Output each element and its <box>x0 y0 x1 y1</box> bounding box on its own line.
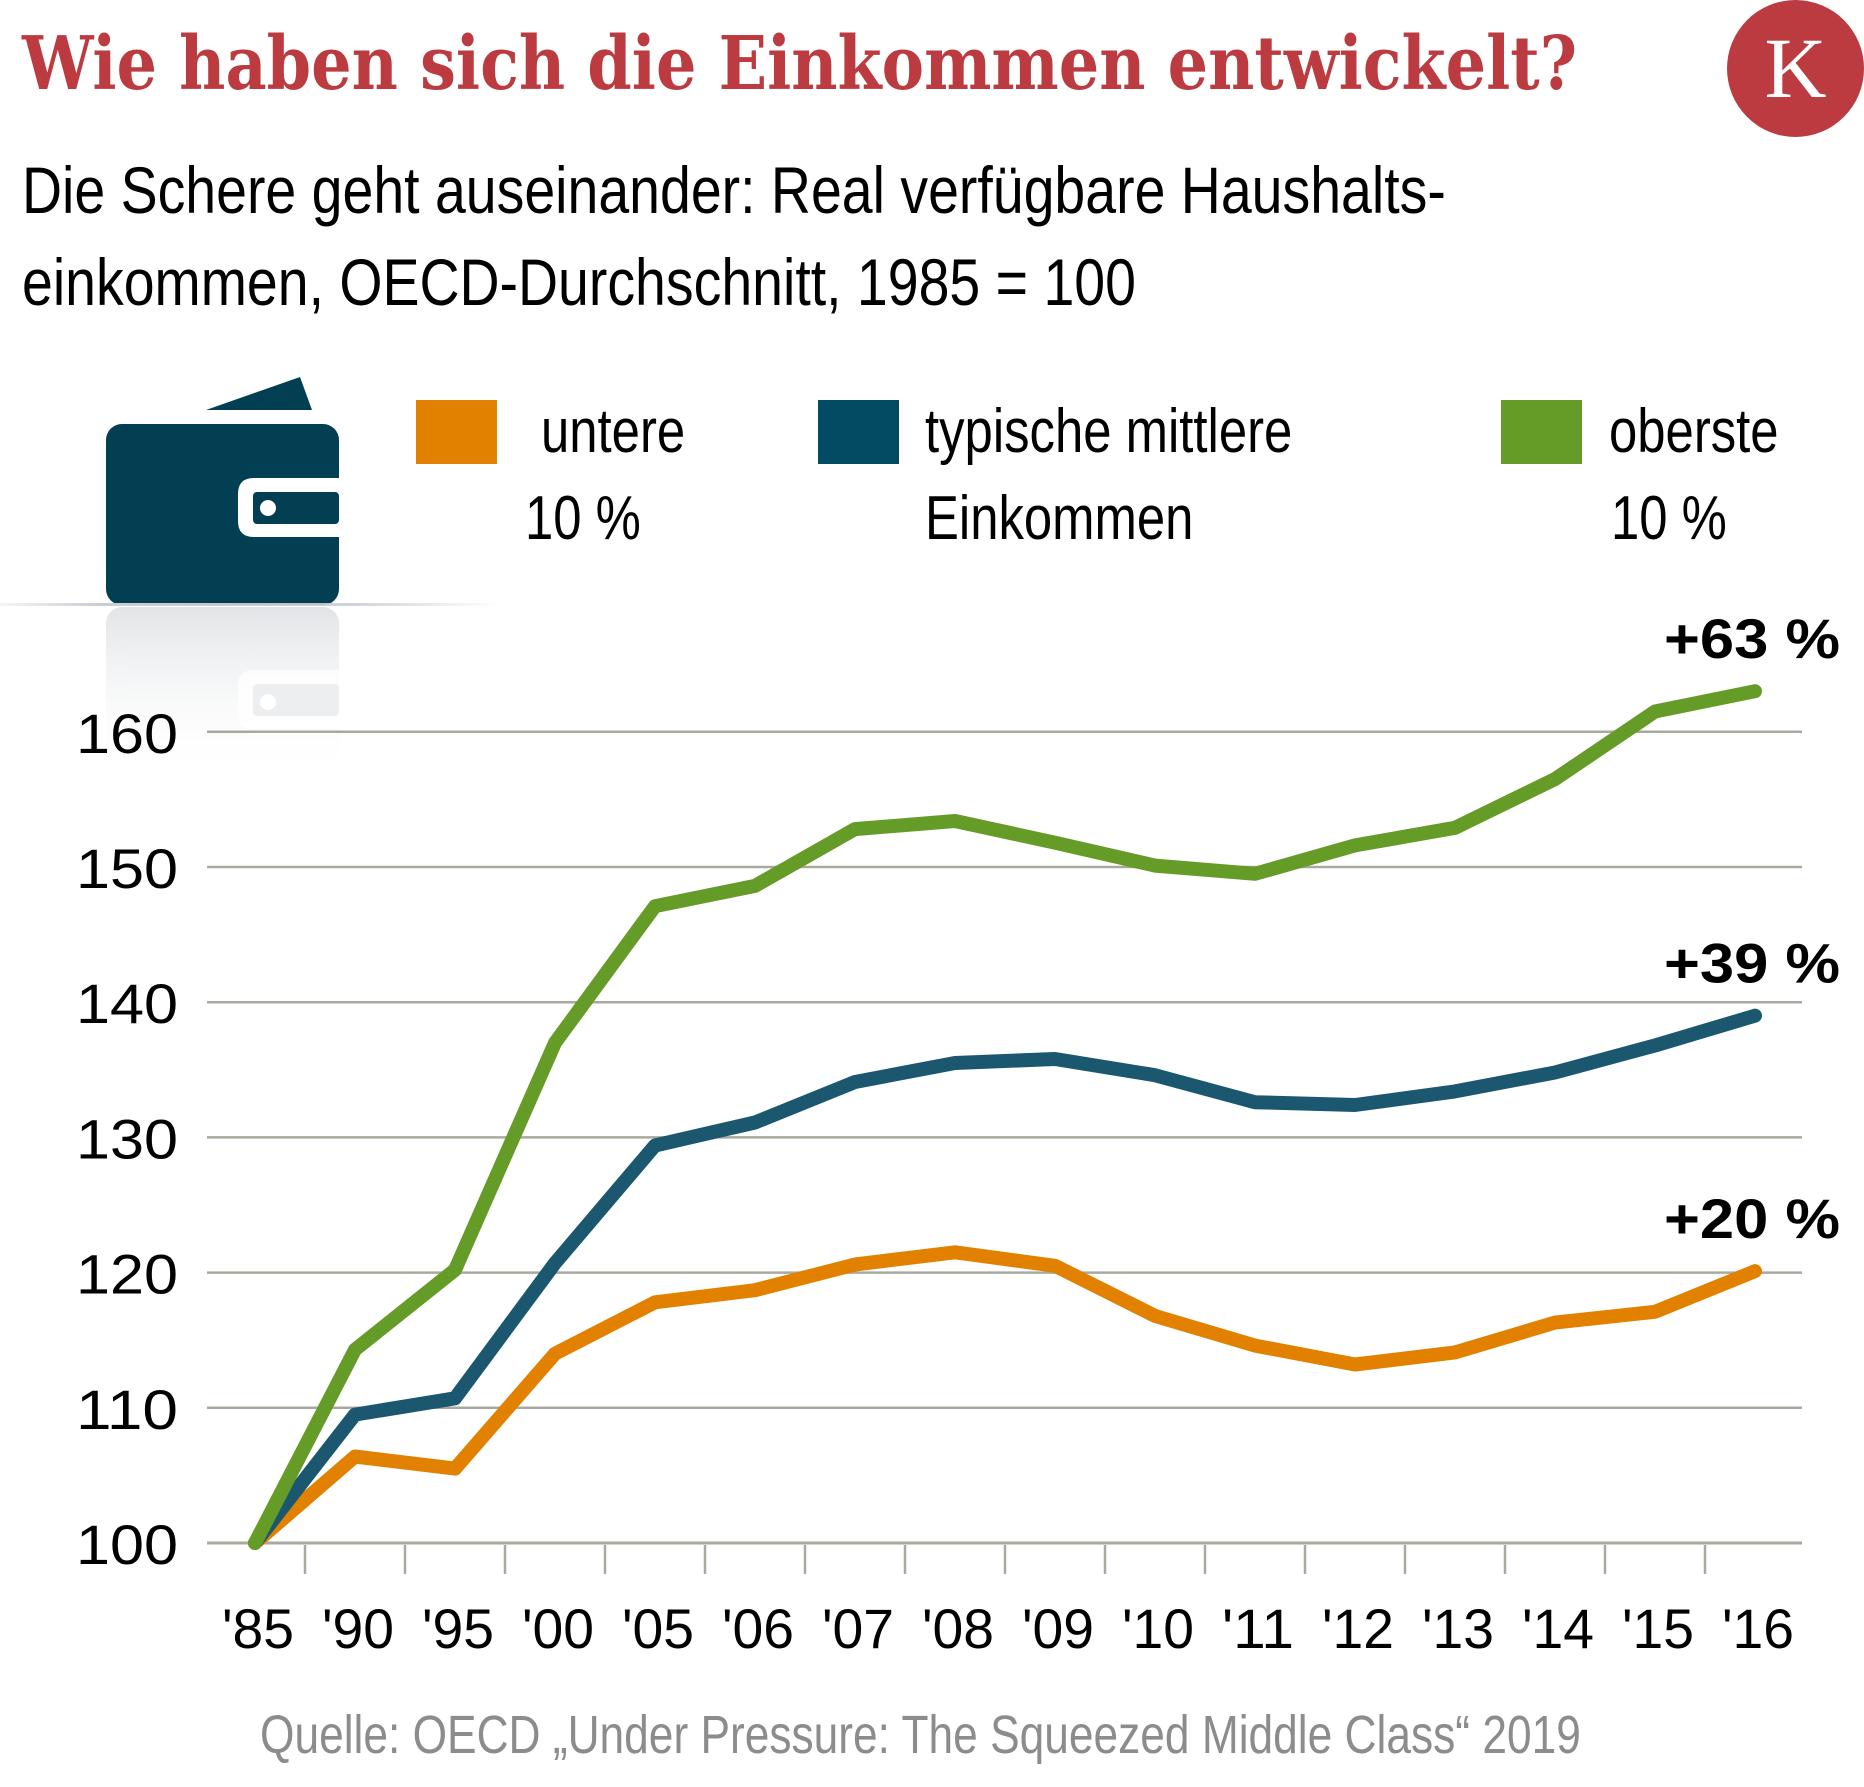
y-tick-label: 110 <box>76 1378 178 1441</box>
x-tick-label: '90 <box>322 1597 394 1660</box>
x-tick-label: '00 <box>522 1597 594 1660</box>
series-line-2 <box>248 684 1762 1550</box>
wallet-floor-line <box>0 603 500 606</box>
legend-swatch-lower-10 <box>416 400 497 464</box>
x-tick-label: '85 <box>222 1597 294 1660</box>
wallet-slot <box>253 492 339 524</box>
legend-label-middle-line2: Einkommen <box>925 484 1194 553</box>
x-tick-label: '09 <box>1022 1597 1094 1660</box>
y-tick-label: 100 <box>76 1513 178 1576</box>
wallet-button <box>260 500 276 516</box>
legend-label-middle-line1: typische mittlere <box>925 397 1293 466</box>
legend-swatch-top-10 <box>1501 400 1582 464</box>
subtitle-line-2-text: einkommen, OECD-Durchschnitt, 1985 = 100 <box>22 245 1136 319</box>
y-tick-label: 120 <box>76 1243 178 1306</box>
x-tick-label: '11 <box>1222 1597 1294 1660</box>
x-tick-label: '06 <box>722 1597 794 1660</box>
chart-title: Wie haben sich die Einkommen entwickelt? <box>22 16 1830 112</box>
series-line-0 <box>248 1245 1762 1550</box>
source-text: Quelle: OECD „Under Pressure: The Squeez… <box>260 1705 1581 1765</box>
x-tick-label: '15 <box>1622 1597 1694 1660</box>
y-tick-label: 140 <box>76 972 178 1035</box>
series-line-1 <box>248 1008 1762 1550</box>
x-tick-label: '10 <box>1122 1597 1194 1660</box>
wallet-body <box>106 424 339 605</box>
x-tick-label: '13 <box>1422 1597 1494 1660</box>
series-lines <box>248 684 1762 1550</box>
end-value-label: +20 % <box>1664 1187 1840 1250</box>
end-value-label: +63 % <box>1664 607 1840 670</box>
subtitle-line-2: einkommen, OECD-Durchschnitt, 1985 = 100 <box>22 242 1348 322</box>
x-tick-label: '05 <box>622 1597 694 1660</box>
subtitle-line-1: Die Schere geht auseinander: Real verfüg… <box>22 150 1717 230</box>
legend-label-lower-10-line1: untere <box>541 397 686 466</box>
x-tick-label: '08 <box>922 1597 994 1660</box>
x-axis: '85 '90 '95 '00 '05 '06 '07 '08 '09 '10 '11 '12 '13 '… <box>222 1545 1794 1660</box>
x-tick-label: '95 <box>422 1597 494 1660</box>
x-tick-label: '16 <box>1722 1597 1794 1660</box>
wallet-reflection <box>106 607 339 767</box>
legend-label-top-10-line1: oberste <box>1609 397 1779 466</box>
wallet-icon <box>0 377 500 767</box>
legend-label-top-10-line2: 10 % <box>1611 484 1727 553</box>
x-tick-label: '12 <box>1322 1597 1394 1660</box>
end-value-label: +39 % <box>1664 932 1840 995</box>
y-tick-label: 130 <box>76 1107 178 1170</box>
gridlines <box>207 730 1802 1545</box>
kleine-zeitung-logo: K <box>1727 0 1864 137</box>
x-tick-label: '07 <box>822 1597 894 1660</box>
chart-title-text: Wie haben sich die Einkommen entwickelt? <box>22 21 1577 107</box>
source-note: Quelle: OECD „Under Pressure: The Squeez… <box>260 1700 1864 1770</box>
x-tick-label: '14 <box>1522 1597 1594 1660</box>
logo-letter: K <box>1764 20 1827 116</box>
wallet-flap <box>206 377 312 410</box>
legend-swatch-middle <box>818 400 899 464</box>
subtitle-line-1-text: Die Schere geht auseinander: Real verfüg… <box>22 153 1446 227</box>
y-tick-label: 160 <box>76 702 178 765</box>
end-labels: +20 % +39 % +63 % <box>1664 607 1840 1250</box>
y-axis-labels: 100 110 120 130 140 150 160 <box>76 702 178 1576</box>
y-tick-label: 150 <box>76 837 178 900</box>
legend-label-lower-10-line2: 10 % <box>525 484 641 553</box>
